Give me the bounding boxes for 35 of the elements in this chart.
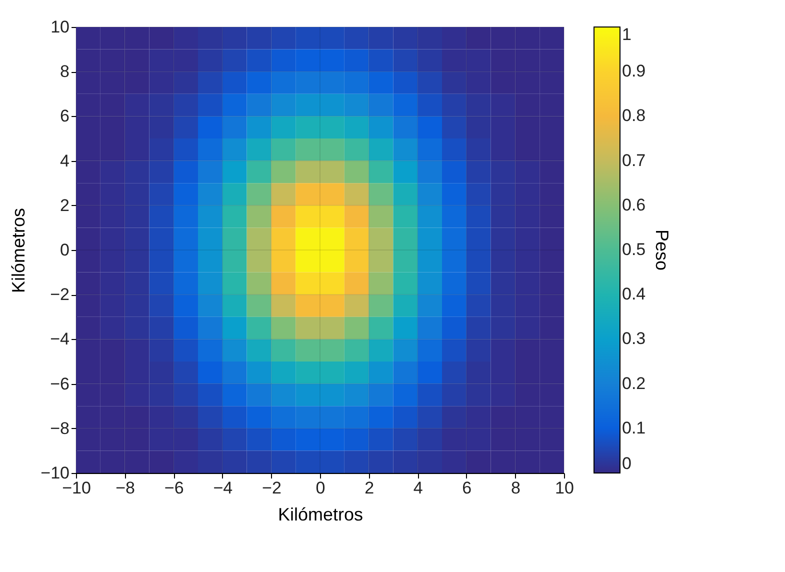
y-tick-label: 6 — [60, 106, 70, 126]
y-tick-label: 8 — [60, 62, 70, 82]
x-tick-label: −4 — [213, 478, 233, 498]
color-bar-label: 1 — [622, 25, 632, 44]
x-tick-label: 0 — [316, 478, 326, 498]
y-tick-label: −10 — [40, 464, 70, 482]
y-tick-label: 0 — [60, 240, 70, 260]
x-tick-label: 2 — [364, 478, 374, 498]
x-tick-label: 4 — [413, 478, 423, 498]
x-tick-label: 10 — [555, 478, 574, 498]
color-bar-label: 0.8 — [622, 106, 646, 126]
color-bar-label: 0.3 — [622, 329, 646, 348]
y-axis-title: Kilómetros — [8, 208, 29, 294]
color-bar-label: 0 — [622, 454, 632, 473]
y-tick-label: −8 — [50, 418, 70, 438]
x-tick-label: −6 — [164, 478, 184, 498]
color-bar-label: 0.7 — [622, 150, 646, 170]
y-tick-label: −6 — [50, 374, 70, 394]
color-bar-label: 0.2 — [622, 374, 646, 393]
color-bar-label: 0.6 — [622, 195, 646, 214]
color-bar-label: 0.1 — [622, 418, 646, 438]
y-tick-label: 4 — [60, 151, 70, 170]
y-tick-label: 2 — [60, 196, 70, 215]
color-bar-label: 0.4 — [622, 284, 646, 304]
x-tick-label: 8 — [510, 478, 520, 498]
y-tick-label: −4 — [50, 330, 70, 349]
x-axis-title: Kilómetros — [278, 504, 364, 524]
y-tick-label: 10 — [50, 18, 70, 36]
x-tick-label: −2 — [262, 478, 282, 498]
color-bar-label: 0.9 — [622, 62, 646, 81]
color-bar-title: Peso — [652, 229, 672, 271]
x-tick-label: 6 — [462, 478, 472, 498]
x-tick-label: −8 — [116, 478, 135, 498]
y-tick-label: −2 — [50, 285, 70, 304]
color-bar-label: 0.5 — [622, 240, 646, 259]
